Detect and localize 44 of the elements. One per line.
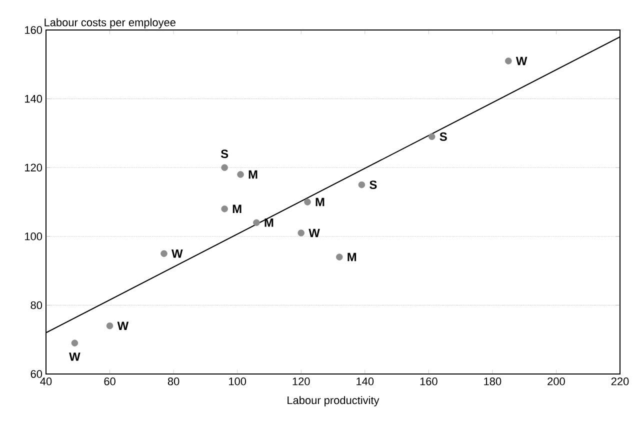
x-tick-label: 40 xyxy=(40,378,52,386)
point xyxy=(221,205,228,212)
point xyxy=(106,322,114,330)
series-label: S xyxy=(370,180,377,190)
text: M xyxy=(316,198,324,206)
text: W xyxy=(308,228,320,238)
series-label: W xyxy=(172,249,183,258)
point xyxy=(221,164,228,171)
text: M xyxy=(264,218,274,227)
text: W xyxy=(117,322,129,330)
x-axis-title: Labour productivity xyxy=(288,396,380,406)
y-tick-label: 80 xyxy=(30,301,42,310)
y-tick-label: 120 xyxy=(25,164,42,172)
point xyxy=(336,254,343,260)
text: M xyxy=(248,170,258,179)
y-tick-label: 140 xyxy=(25,94,42,103)
x-tick-label: 120 xyxy=(292,378,310,386)
x-tick-label: 100 xyxy=(229,378,246,386)
text: W xyxy=(69,352,80,361)
y-tick-label: 160 xyxy=(25,26,42,34)
x-tick-label: 180 xyxy=(484,378,502,386)
text: S xyxy=(220,150,228,158)
y-tick-label: 60 xyxy=(30,370,42,378)
x-tick-label: 60 xyxy=(104,378,116,386)
x-tick-label: 200 xyxy=(548,378,565,386)
point xyxy=(298,230,304,236)
point xyxy=(304,198,311,206)
x-tick-label: 160 xyxy=(420,378,438,386)
y-tick-label: 100 xyxy=(25,232,42,240)
point xyxy=(428,133,436,140)
point xyxy=(253,219,260,226)
y-axis-title: Labour costs per employee xyxy=(44,18,176,28)
x-tick-label: 80 xyxy=(168,378,180,386)
text: S xyxy=(440,132,447,141)
point xyxy=(71,340,78,346)
text: M xyxy=(232,204,242,213)
point xyxy=(237,171,244,178)
point xyxy=(358,181,366,188)
point xyxy=(160,250,168,257)
series-label: M xyxy=(348,252,356,262)
x-tick-label: 220 xyxy=(611,378,629,386)
x-tick-label: 140 xyxy=(356,378,374,386)
text: W xyxy=(516,56,528,66)
point xyxy=(505,58,512,64)
